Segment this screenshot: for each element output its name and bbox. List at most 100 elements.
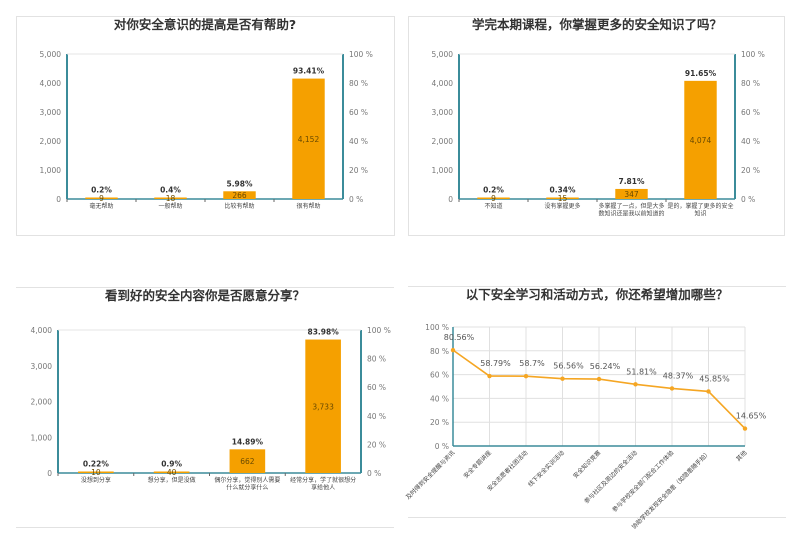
point-value-label: 58.7%	[519, 359, 545, 368]
data-point	[706, 389, 711, 394]
bar-value-label: 662	[240, 457, 255, 466]
y-tick-label: 4,000	[31, 326, 53, 335]
x-category-label: 没有掌握更多	[544, 202, 580, 210]
bar-percent-label: 5.98%	[226, 179, 253, 188]
bar-percent-label: 83.98%	[308, 328, 340, 337]
y2-tick-label: 80 %	[349, 79, 368, 88]
bar-value-label: 9	[491, 194, 496, 203]
y2-tick-label: 80 %	[741, 79, 760, 88]
y-tick-label: 2,000	[432, 137, 454, 146]
point-value-label: 58.79%	[480, 359, 511, 368]
chart-panel-knowledge	[408, 16, 785, 236]
bar-value-label: 10	[91, 468, 101, 477]
bar-value-label: 4,074	[690, 136, 712, 145]
point-value-label: 51.81%	[626, 367, 657, 376]
bar-percent-label: 14.89%	[232, 437, 264, 446]
y-tick-label: 2,000	[40, 137, 62, 146]
y-tick-label: 1,000	[432, 166, 454, 175]
bar-percent-label: 0.2%	[483, 186, 504, 195]
x-category-label: 协助学校发现安全隐患（如隐患随手拍）	[630, 449, 712, 531]
bar-percent-label: 7.81%	[618, 177, 645, 186]
x-category-label: 安全志愿者社团活动	[486, 449, 530, 493]
bar-value-label: 15	[558, 194, 568, 203]
bar	[477, 197, 510, 199]
point-value-label: 56.56%	[553, 362, 584, 371]
bar	[85, 197, 118, 199]
y-tick-label: 60 %	[430, 371, 449, 380]
x-category-label: 及时得到安全提醒与资讯	[404, 449, 456, 501]
bar	[292, 78, 325, 199]
y2-tick-label: 20 %	[349, 166, 368, 175]
y2-tick-label: 100 %	[349, 50, 373, 59]
data-point	[487, 373, 492, 379]
bar-value-label: 40	[167, 468, 177, 477]
y-tick-label: 5,000	[40, 50, 62, 59]
y-tick-label: 40 %	[430, 394, 449, 403]
y-tick-label: 0	[56, 195, 61, 204]
data-point	[596, 376, 602, 382]
y-tick-label: 100 %	[425, 323, 449, 332]
x-category-label: 多掌握了一点，但是大多数知识还是我以前知道的	[598, 202, 664, 218]
bar-value-label: 3,733	[312, 402, 334, 411]
point-value-label: 14.65%	[736, 412, 767, 421]
x-category-label: 安全知识竞赛	[571, 449, 602, 480]
bar-percent-label: 0.9%	[161, 460, 182, 469]
x-category-label: 一般帮助	[158, 202, 182, 210]
y-tick-label: 5,000	[432, 50, 454, 59]
y-tick-label: 0	[47, 469, 52, 478]
chart-title: 看到好的安全内容你是否愿意分享？	[105, 288, 305, 303]
y2-tick-label: 80 %	[367, 355, 386, 364]
y-tick-label: 3,000	[31, 362, 53, 371]
point-value-label: 56.24%	[590, 362, 621, 371]
x-category-label: 毫无帮助	[89, 202, 113, 210]
data-point	[560, 376, 565, 381]
y2-tick-label: 60 %	[367, 383, 386, 392]
bar-percent-label: 0.2%	[91, 186, 112, 195]
bar	[684, 80, 717, 199]
bar-value-label: 266	[232, 191, 247, 200]
x-category-label: 不知道	[484, 202, 502, 210]
data-point	[669, 386, 675, 391]
y-tick-label: 1,000	[31, 433, 53, 442]
bar-percent-label: 93.41%	[293, 67, 325, 76]
x-category-label: 没想到分享	[81, 476, 111, 484]
bar-value-label: 347	[624, 190, 639, 199]
y2-tick-label: 0 %	[367, 469, 381, 478]
x-category-label: 比较有帮助	[224, 202, 254, 210]
chart-panel-helpfulness	[16, 16, 395, 236]
bar-value-label: 4,152	[298, 135, 320, 144]
y2-tick-label: 0 %	[349, 195, 363, 204]
bar	[78, 471, 114, 473]
x-category-label: 偶尔分享，觉得别人需要什么就分享什么	[214, 476, 280, 492]
y-tick-label: 1,000	[40, 166, 62, 175]
y2-tick-label: 100 %	[741, 50, 765, 59]
x-category-label: 其他	[734, 449, 748, 463]
chart-title: 学完本期课程，你掌握更多的安全知识了吗？	[472, 17, 722, 32]
bar	[154, 197, 187, 199]
bar-value-label: 18	[166, 194, 176, 203]
point-value-label: 48.37%	[663, 371, 694, 380]
data-point	[633, 382, 638, 387]
x-category-label: 想分享，但是没做	[148, 476, 196, 484]
y2-tick-label: 20 %	[741, 166, 760, 175]
bar	[229, 449, 266, 473]
data-point	[523, 373, 529, 379]
bar	[305, 339, 341, 473]
y2-tick-label: 60 %	[349, 108, 368, 117]
bar-percent-label: 0.4%	[160, 186, 181, 195]
x-category-label: 安全专题讲座	[462, 449, 493, 480]
x-category-label: 是的，掌握了更多的安全知识	[667, 202, 733, 218]
x-category-label: 参与学校安全部门配合工作体验	[610, 449, 675, 514]
bar	[615, 188, 648, 199]
y-tick-label: 4,000	[40, 79, 62, 88]
x-category-label: 很有帮助	[296, 202, 320, 210]
y2-tick-label: 100 %	[367, 326, 391, 335]
chart-title: 对你安全意识的提高是否有帮助?	[114, 17, 296, 32]
chart-panel-activities	[408, 286, 786, 518]
y-tick-label: 4,000	[432, 79, 454, 88]
y-tick-label: 0 %	[435, 442, 449, 451]
point-value-label: 45.85%	[699, 374, 730, 383]
y2-tick-label: 40 %	[741, 137, 760, 146]
y-tick-label: 3,000	[432, 108, 454, 117]
